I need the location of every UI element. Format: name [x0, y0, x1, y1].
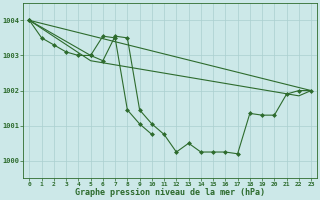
X-axis label: Graphe pression niveau de la mer (hPa): Graphe pression niveau de la mer (hPa) [75, 188, 265, 197]
